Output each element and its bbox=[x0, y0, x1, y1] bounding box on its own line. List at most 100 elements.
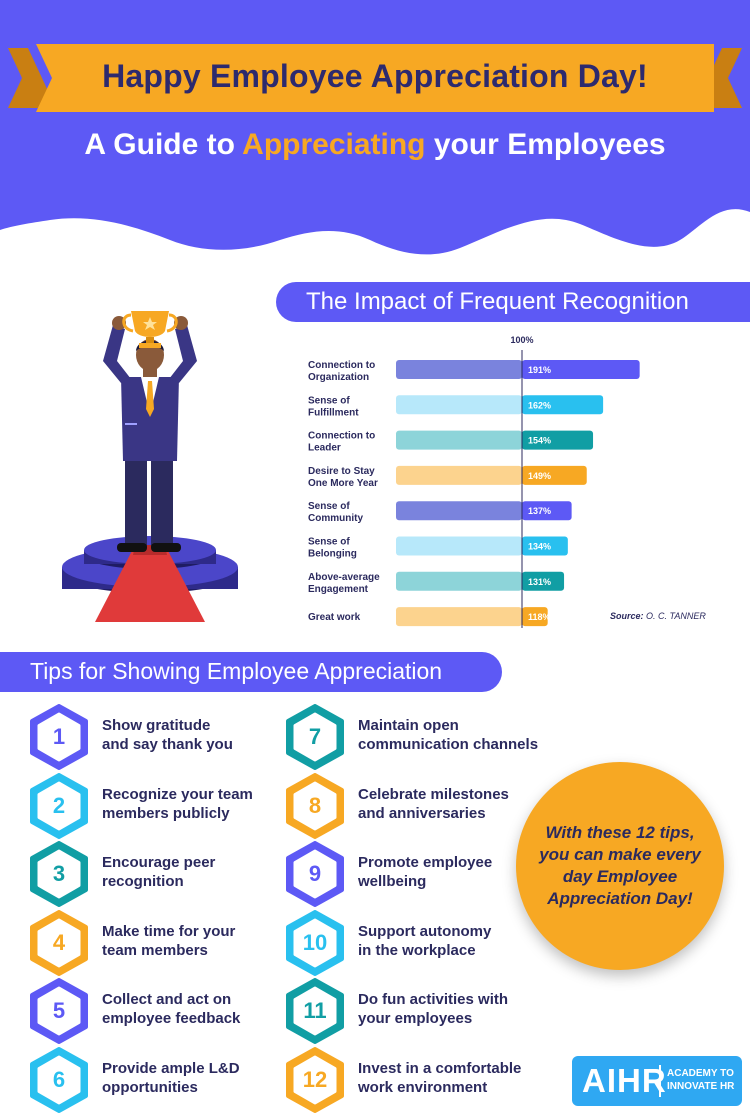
tip-text: Recognize your team members publicly bbox=[102, 785, 292, 823]
callout-circle: With these 12 tips, you can make every d… bbox=[516, 762, 724, 970]
logo-tagline: ACADEMY TO INNOVATE HR bbox=[667, 1067, 739, 1093]
category-label: Sense of bbox=[308, 537, 350, 548]
tip-item: 12 Invest in a comfortable work environmen… bbox=[284, 1047, 544, 1113]
hexagon-badge-icon bbox=[286, 841, 344, 908]
tip-number: 7 bbox=[308, 724, 322, 749]
category-label: Sense of bbox=[308, 395, 350, 406]
tip-line-2: work environment bbox=[358, 1079, 488, 1096]
hexagon-badge-icon bbox=[286, 704, 344, 770]
hexagon-badge-icon bbox=[286, 909, 344, 976]
category-label: Fulfillment bbox=[308, 407, 359, 418]
tip-text: Collect and act on employee feedback bbox=[102, 990, 292, 1028]
tip-line-2: members publicly bbox=[102, 804, 230, 822]
value-label: 149% bbox=[528, 471, 551, 481]
value-label: 118% bbox=[528, 612, 551, 622]
tip-line-1: Collect and act on bbox=[102, 991, 232, 1009]
logo-tagline-line-2: INNOVATE HR bbox=[667, 1081, 735, 1092]
bar-gain-segment bbox=[522, 501, 572, 521]
bar-baseline-segment bbox=[396, 360, 522, 379]
tip-item: 5 Collect and act on employee feedback bbox=[28, 978, 288, 1045]
category-label: Community bbox=[308, 513, 363, 524]
value-label: 191% bbox=[528, 365, 551, 375]
tip-number: 11 bbox=[303, 998, 327, 1024]
category-label: Leader bbox=[308, 443, 341, 454]
hexagon-badge-icon bbox=[30, 772, 88, 839]
value-label: 162% bbox=[528, 400, 551, 410]
tip-line-1: Show gratitude bbox=[102, 717, 211, 734]
category-label: Desire to Stay bbox=[308, 466, 375, 477]
tip-number: 4 bbox=[52, 929, 66, 955]
tip-number: 8 bbox=[308, 792, 322, 818]
hexagon-badge-icon bbox=[30, 1047, 88, 1113]
tip-line-1: Make time for your bbox=[102, 922, 236, 940]
bar-baseline-segment bbox=[396, 430, 522, 450]
value-label: 137% bbox=[528, 506, 551, 516]
tip-number: 3 bbox=[52, 861, 66, 887]
tip-item: 4 Make time for your team members bbox=[28, 909, 288, 976]
tip-line-1: Recognize your team bbox=[102, 785, 253, 803]
trophy-winner-illustration bbox=[62, 311, 238, 622]
value-label: 131% bbox=[528, 577, 551, 587]
logo-divider bbox=[659, 1065, 661, 1097]
value-label: 154% bbox=[528, 436, 551, 446]
bar-gain-segment bbox=[522, 395, 604, 415]
subtitle-text-before: A Guide to bbox=[84, 128, 243, 161]
tip-item: 9 Promote employee wellbeing bbox=[284, 841, 544, 908]
page-subtitle: A Guide to Appreciating your Employees bbox=[0, 128, 750, 162]
tip-line-1: Promote employee bbox=[358, 854, 493, 872]
tip-text: Promote employee wellbeing bbox=[358, 853, 548, 891]
tip-text: Celebrate milestones and anniversaries bbox=[358, 785, 548, 823]
bar-baseline-segment bbox=[396, 501, 522, 521]
value-label: 134% bbox=[528, 542, 551, 552]
tip-line-2: opportunities bbox=[102, 1079, 198, 1096]
chart-heading: The Impact of Frequent Recognition bbox=[276, 282, 750, 322]
hexagon-badge-icon bbox=[30, 909, 88, 976]
hexagon-badge-icon bbox=[30, 841, 88, 908]
category-label: Engagement bbox=[308, 584, 369, 595]
bar-baseline-segment bbox=[396, 465, 522, 485]
logo-mark: AIHR bbox=[582, 1062, 667, 1099]
bar-gain-segment bbox=[522, 360, 640, 379]
bar-gain-segment bbox=[522, 571, 565, 591]
hexagon-badge-icon bbox=[286, 772, 344, 839]
hexagon-badge-icon bbox=[286, 978, 344, 1045]
tips-heading: Tips for Showing Employee Appreciation bbox=[0, 652, 502, 692]
tip-line-1: Invest in a comfortable bbox=[358, 1060, 522, 1077]
reference-label: 100% bbox=[510, 335, 533, 345]
logo-tagline-line-1: ACADEMY TO bbox=[667, 1068, 734, 1079]
category-label: Connection to bbox=[308, 360, 375, 371]
tip-number: 10 bbox=[302, 929, 328, 955]
bar-gain-segment bbox=[522, 607, 548, 627]
tip-line-1: Maintain open bbox=[358, 717, 459, 734]
bar-baseline-segment bbox=[396, 607, 522, 627]
category-label: Great work bbox=[308, 612, 361, 623]
tip-text: Support autonomy in the workplace bbox=[358, 922, 548, 960]
tip-line-2: employee feedback bbox=[102, 1010, 241, 1028]
tip-number: 2 bbox=[52, 792, 66, 818]
bar-baseline-segment bbox=[396, 536, 522, 556]
tip-line-2: and say thank you bbox=[102, 736, 233, 753]
subtitle-highlight: Appreciating bbox=[242, 128, 426, 161]
tip-line-2: your employees bbox=[358, 1010, 473, 1028]
title-ribbon bbox=[8, 44, 742, 112]
tip-item: 7 Maintain open communication channels bbox=[284, 704, 544, 770]
tip-item: 3 Encourage peer recognition bbox=[28, 841, 288, 908]
bar-gain-segment bbox=[522, 465, 587, 485]
tip-item: 2 Recognize your team members publicly bbox=[28, 772, 288, 839]
tip-line-1: Encourage peer bbox=[102, 854, 216, 872]
tip-item: 10 Support autonomy in the workplace bbox=[284, 909, 544, 976]
source-note: Source: O. C. TANNER bbox=[610, 611, 706, 621]
tip-line-2: communication channels bbox=[358, 736, 539, 753]
bar-baseline-segment bbox=[396, 571, 522, 591]
bar-gain-segment bbox=[522, 430, 594, 450]
tip-line-1: Provide ample L&D bbox=[102, 1060, 240, 1077]
tip-number: 5 bbox=[52, 998, 66, 1024]
bar-baseline-segment bbox=[396, 395, 522, 415]
banner-title: Happy Employee Appreciation Day! bbox=[102, 58, 648, 94]
category-label: Belonging bbox=[308, 549, 357, 560]
tip-text: Show gratitude and say thank you bbox=[102, 716, 292, 754]
tip-number: 1 bbox=[52, 724, 66, 749]
tip-item: 11 Do fun activities with your employees bbox=[284, 978, 544, 1045]
tip-text: Maintain open communication channels bbox=[358, 716, 548, 754]
